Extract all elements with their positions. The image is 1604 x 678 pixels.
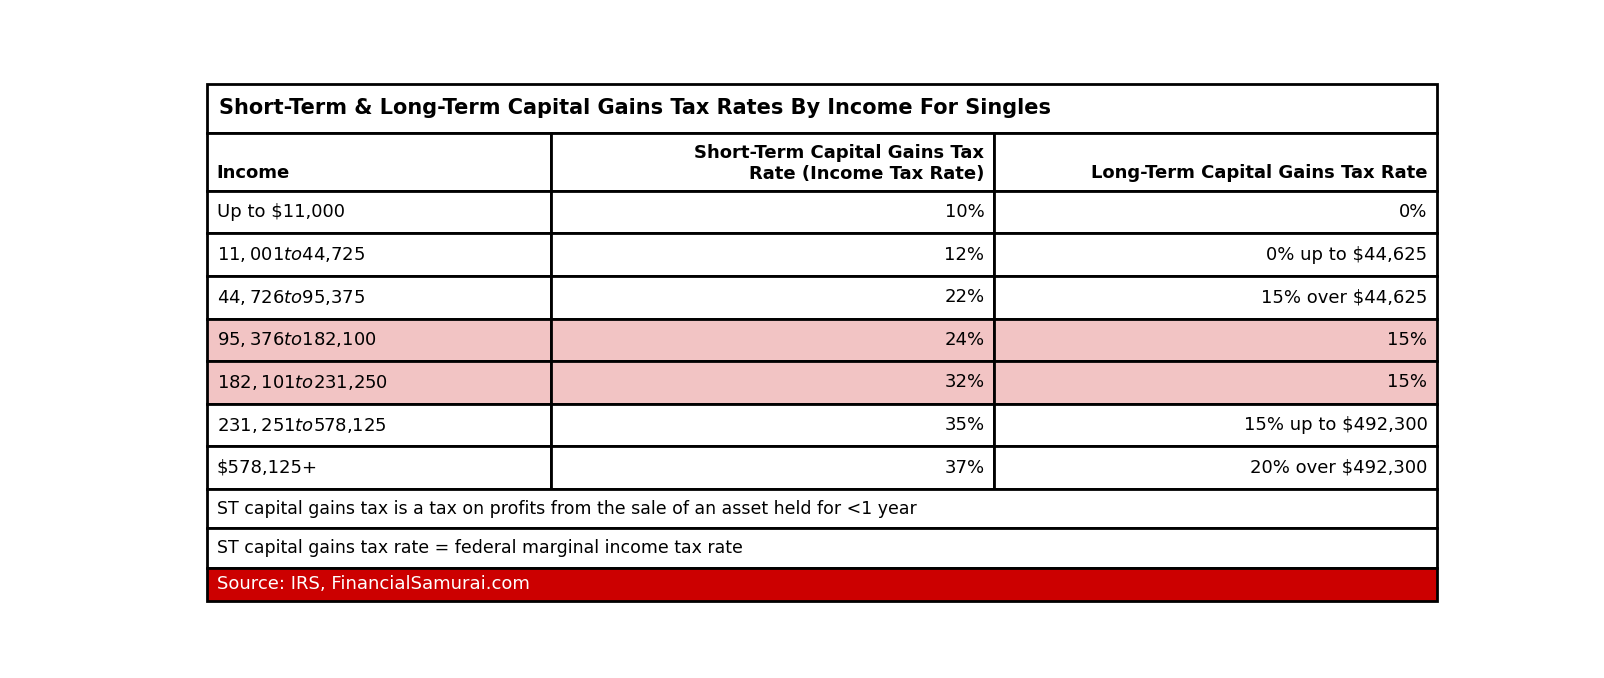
- Bar: [552, 191, 994, 233]
- Text: $182,101 to $231,250: $182,101 to $231,250: [217, 373, 388, 392]
- Bar: [552, 276, 994, 319]
- Bar: [552, 233, 994, 276]
- Bar: [207, 404, 552, 446]
- Bar: [994, 319, 1437, 361]
- Bar: [552, 319, 994, 361]
- Text: Up to $11,000: Up to $11,000: [217, 203, 345, 221]
- Bar: [207, 528, 1437, 567]
- Text: 15%: 15%: [1387, 374, 1428, 391]
- Text: $44,726 to $95,375: $44,726 to $95,375: [217, 287, 364, 306]
- Text: Rate (Income Tax Rate): Rate (Income Tax Rate): [749, 165, 985, 184]
- Text: 37%: 37%: [945, 459, 985, 477]
- Bar: [994, 361, 1437, 404]
- Text: Source: IRS, FinancialSamurai.com: Source: IRS, FinancialSamurai.com: [217, 575, 529, 593]
- Text: 22%: 22%: [945, 288, 985, 306]
- Text: Long-Term Capital Gains Tax Rate: Long-Term Capital Gains Tax Rate: [1091, 164, 1428, 182]
- Bar: [994, 133, 1437, 191]
- Bar: [552, 133, 994, 191]
- Text: ST capital gains tax is a tax on profits from the sale of an asset held for <1 y: ST capital gains tax is a tax on profits…: [217, 500, 916, 518]
- Bar: [994, 276, 1437, 319]
- Bar: [994, 404, 1437, 446]
- Text: Short-Term Capital Gains Tax: Short-Term Capital Gains Tax: [695, 144, 985, 162]
- Bar: [207, 319, 552, 361]
- Bar: [207, 567, 1437, 601]
- Text: $11,001 to $44,725: $11,001 to $44,725: [217, 245, 364, 264]
- Text: 0% up to $44,625: 0% up to $44,625: [1266, 245, 1428, 264]
- Text: 32%: 32%: [945, 374, 985, 391]
- Bar: [994, 233, 1437, 276]
- Text: Income: Income: [217, 164, 290, 182]
- Bar: [552, 404, 994, 446]
- Text: $578,125+: $578,125+: [217, 459, 318, 477]
- Text: $95,376 to $182,100: $95,376 to $182,100: [217, 330, 377, 349]
- Text: 24%: 24%: [945, 331, 985, 349]
- Text: 0%: 0%: [1399, 203, 1428, 221]
- Text: 15% up to $492,300: 15% up to $492,300: [1243, 416, 1428, 434]
- Bar: [552, 446, 994, 489]
- Text: 15%: 15%: [1387, 331, 1428, 349]
- Bar: [207, 361, 552, 404]
- Bar: [207, 489, 1437, 528]
- Text: 15% over $44,625: 15% over $44,625: [1261, 288, 1428, 306]
- Text: 20% over $492,300: 20% over $492,300: [1250, 459, 1428, 477]
- Bar: [207, 276, 552, 319]
- Bar: [207, 233, 552, 276]
- Text: $231,251 to $578,125: $231,251 to $578,125: [217, 416, 387, 435]
- Bar: [994, 446, 1437, 489]
- Text: 12%: 12%: [945, 245, 985, 264]
- Bar: [994, 191, 1437, 233]
- Bar: [207, 84, 1437, 133]
- Bar: [207, 133, 552, 191]
- Text: 10%: 10%: [945, 203, 985, 221]
- Bar: [207, 191, 552, 233]
- Text: ST capital gains tax rate = federal marginal income tax rate: ST capital gains tax rate = federal marg…: [217, 539, 743, 557]
- Text: Short-Term & Long-Term Capital Gains Tax Rates By Income For Singles: Short-Term & Long-Term Capital Gains Tax…: [220, 98, 1051, 117]
- Bar: [207, 446, 552, 489]
- Bar: [552, 361, 994, 404]
- Text: 35%: 35%: [945, 416, 985, 434]
